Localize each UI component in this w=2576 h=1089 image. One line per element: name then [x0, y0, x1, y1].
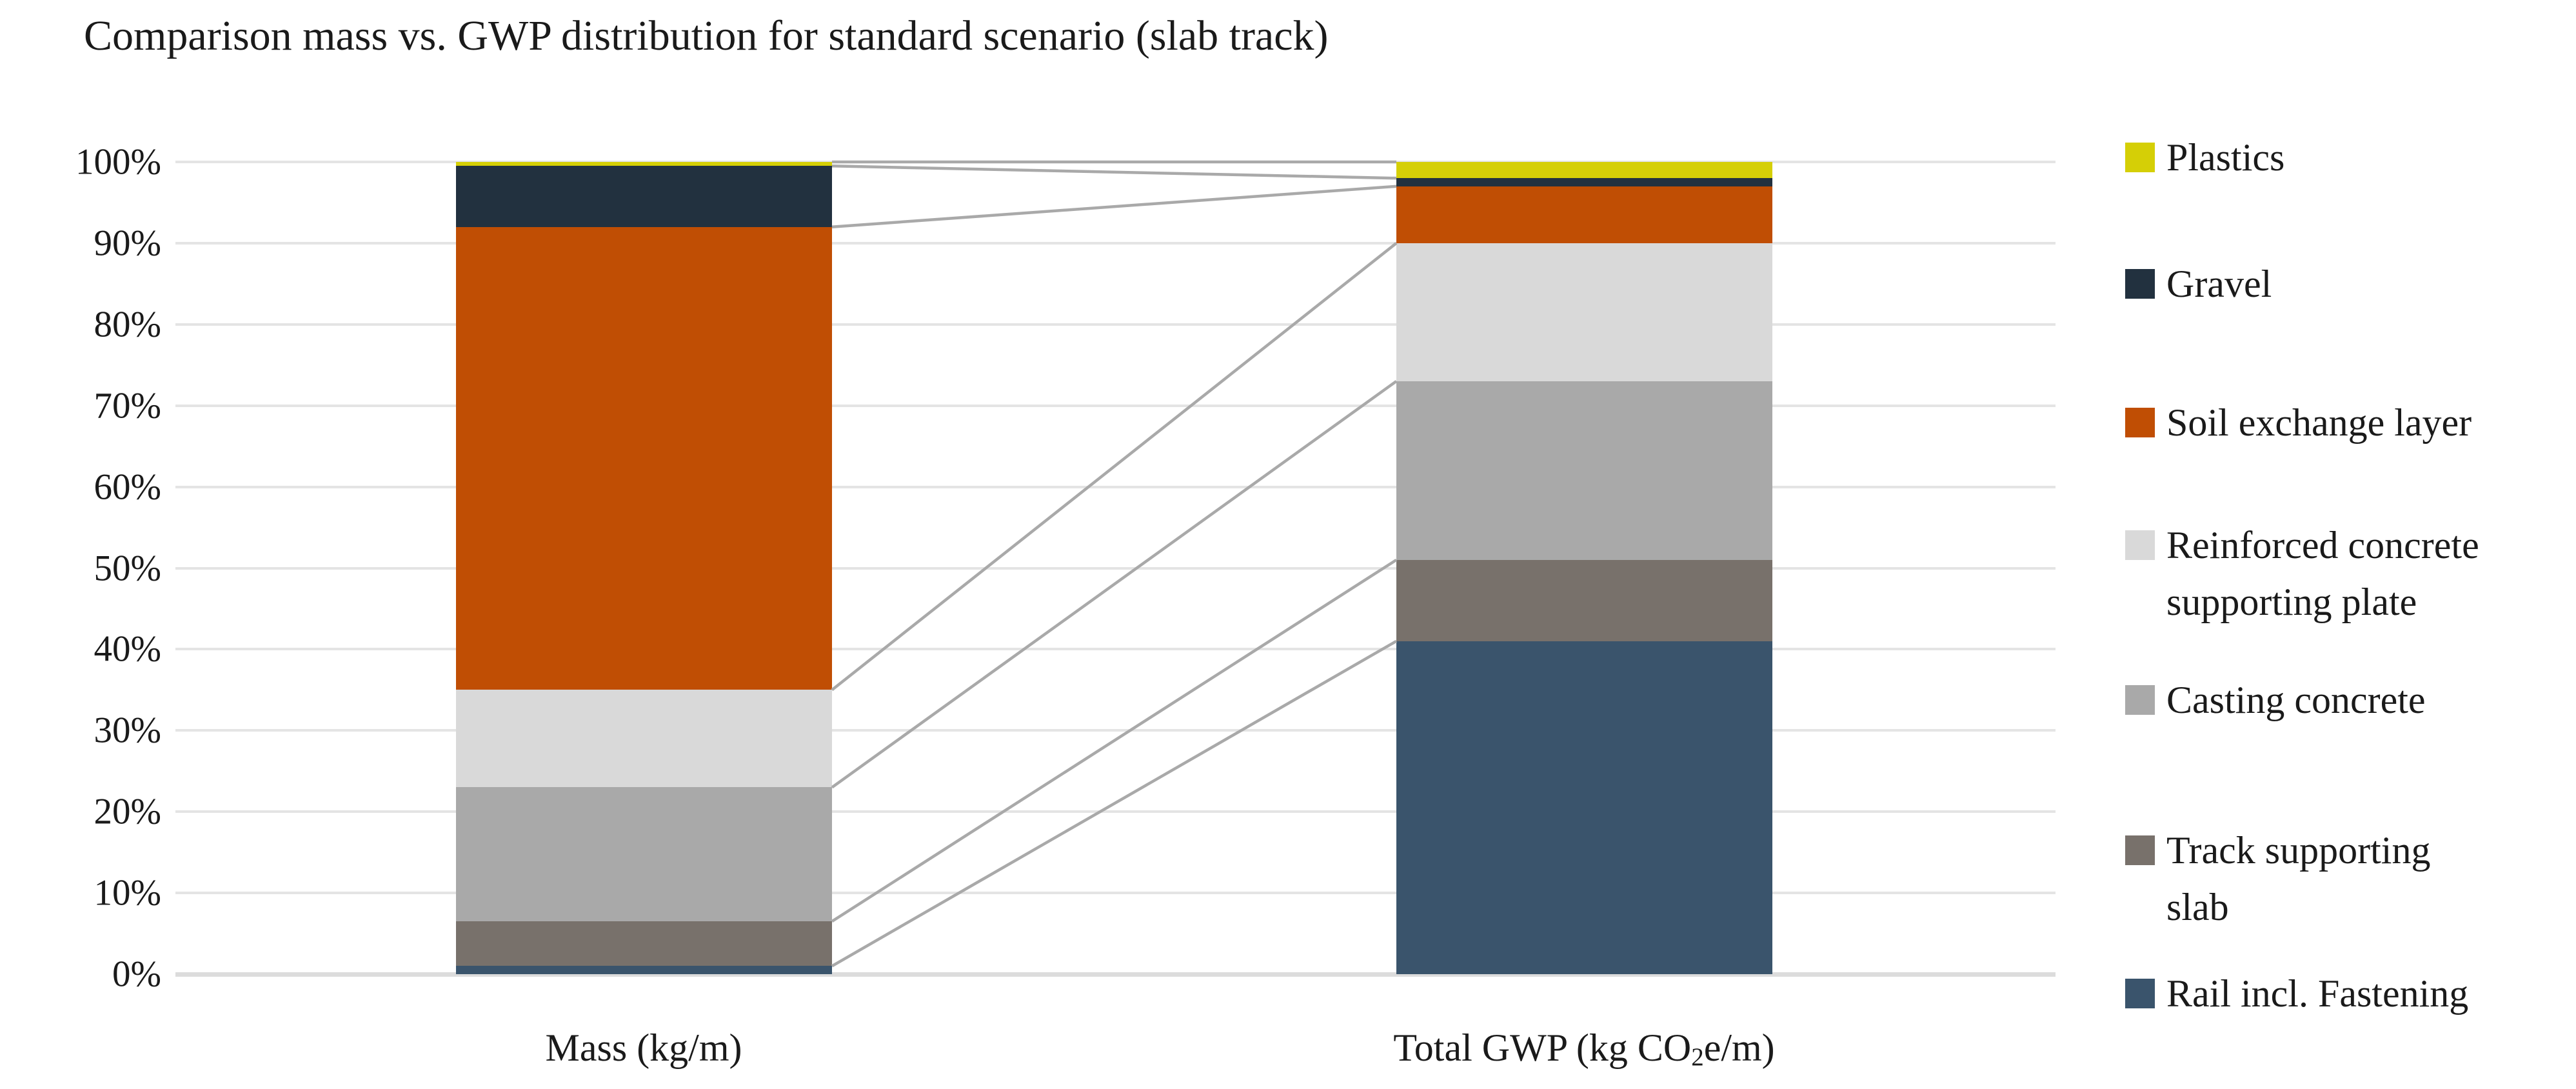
legend-label-casting-concrete: Casting concrete — [2166, 679, 2426, 721]
y-tick-label-50: 50% — [94, 548, 161, 588]
y-tick-label-70: 70% — [94, 385, 161, 426]
x-axis-label-gwp: Total GWP (kg CO2e/m) — [1393, 1023, 1774, 1078]
legend-item-soil-exchange-layer: Soil exchange layer — [2125, 394, 2472, 451]
bar-segment-plastics-mass-kg-m — [456, 162, 832, 166]
bar-segment-soil-exchange-layer-mass-kg-m — [456, 226, 832, 690]
legend: Plastics Gravel Soil exchange layer Rein… — [2125, 0, 2573, 1089]
legend-label-rail-incl-fastening: Rail incl. Fastening — [2166, 972, 2469, 1015]
y-tick-label-30: 30% — [94, 710, 161, 751]
legend-label-reinforced-concrete-supporting-plate: Reinforced concrete supporting plate — [2166, 524, 2479, 623]
bar-segment-reinforced-concrete-supporting-plate-mass-kg-m — [456, 690, 832, 788]
bar-segment-rail-incl-fastening-mass-kg-m — [456, 966, 832, 974]
bar-segment-casting-concrete-total-gwp-kg-co2e-m — [1396, 381, 1772, 560]
bar-segment-gravel-mass-kg-m — [456, 166, 832, 227]
legend-item-gravel: Gravel — [2125, 255, 2272, 312]
y-tick-label-20: 20% — [94, 791, 161, 832]
y-tick-label-90: 90% — [94, 223, 161, 264]
bar-segment-rail-incl-fastening-total-gwp-kg-co2e-m — [1396, 641, 1772, 974]
legend-item-plastics: Plastics — [2125, 129, 2284, 186]
legend-swatch-track-supporting-slab — [2125, 835, 2155, 865]
y-tick-label-100: 100% — [75, 141, 161, 183]
legend-swatch-reinforced-concrete-supporting-plate — [2125, 530, 2155, 560]
connector-line-3 — [831, 242, 1398, 692]
bar-segment-reinforced-concrete-supporting-plate-total-gwp-kg-co2e-m — [1396, 243, 1772, 381]
connector-line-1 — [831, 165, 1397, 180]
legend-item-reinforced-concrete-supporting-plate: Reinforced concrete supporting plate — [2125, 517, 2479, 630]
legend-label-track-supporting-slab: Track supporting slab — [2166, 829, 2431, 928]
y-tick-label-40: 40% — [94, 628, 161, 670]
y-tick-label-80: 80% — [94, 304, 161, 345]
x-axis-label-gwp-post: e/m) — [1703, 1026, 1775, 1069]
bar-segment-plastics-total-gwp-kg-co2e-m — [1396, 162, 1772, 179]
legend-item-casting-concrete: Casting concrete — [2125, 672, 2426, 728]
bar-segment-casting-concrete-mass-kg-m — [456, 787, 832, 922]
bar-segment-soil-exchange-layer-total-gwp-kg-co2e-m — [1396, 186, 1772, 243]
legend-swatch-casting-concrete — [2125, 685, 2155, 715]
connector-line-5 — [831, 559, 1398, 923]
connector-line-6 — [831, 639, 1398, 968]
x-axis-baseline — [175, 972, 2056, 977]
legend-swatch-soil-exchange-layer — [2125, 408, 2155, 437]
chart-title: Comparison mass vs. GWP distribution for… — [84, 12, 1329, 59]
legend-label-soil-exchange-layer: Soil exchange layer — [2166, 401, 2472, 444]
x-axis-label-mass: Mass (kg/m) — [546, 1023, 742, 1073]
connector-line-4 — [831, 380, 1398, 789]
y-tick-label-0: 0% — [112, 954, 161, 995]
legend-label-gravel: Gravel — [2166, 263, 2272, 305]
connector-line-2 — [831, 185, 1397, 228]
legend-item-rail-incl-fastening: Rail incl. Fastening — [2125, 965, 2468, 1022]
y-tick-label-60: 60% — [94, 466, 161, 508]
y-tick-label-10: 10% — [94, 872, 161, 914]
bar-segment-gravel-total-gwp-kg-co2e-m — [1396, 178, 1772, 186]
legend-label-plastics: Plastics — [2166, 136, 2285, 179]
x-axis-label-gwp-subscript: 2 — [1691, 1043, 1704, 1072]
bar-segment-track-supporting-slab-total-gwp-kg-co2e-m — [1396, 559, 1772, 641]
legend-swatch-gravel — [2125, 269, 2155, 299]
x-axis-label-mass-text: Mass (kg/m) — [545, 1026, 742, 1069]
x-axis-label-gwp-pre: Total GWP (kg CO — [1393, 1026, 1692, 1069]
legend-swatch-plastics — [2125, 143, 2155, 172]
legend-swatch-rail-incl-fastening — [2125, 979, 2155, 1008]
legend-item-track-supporting-slab: Track supporting slab — [2125, 822, 2430, 935]
bar-segment-track-supporting-slab-mass-kg-m — [456, 921, 832, 966]
